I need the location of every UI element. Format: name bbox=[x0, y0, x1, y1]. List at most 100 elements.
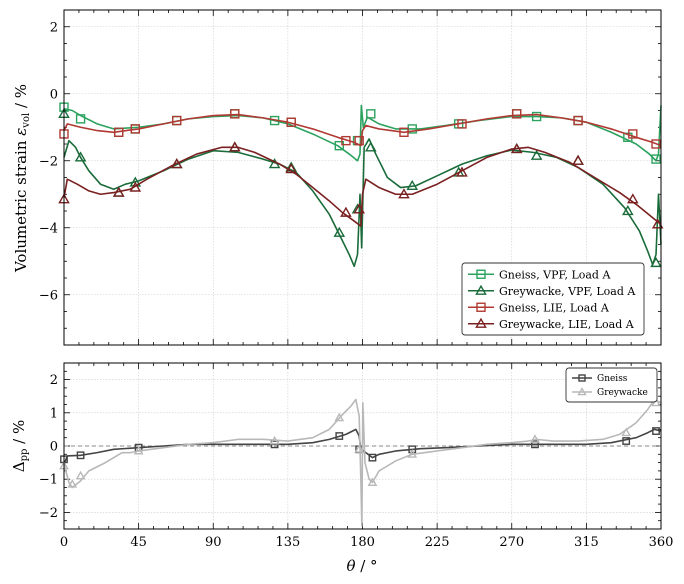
data-point bbox=[230, 109, 240, 119]
data-point bbox=[652, 427, 660, 435]
series-line bbox=[63, 138, 662, 268]
strain-ticks: −6 −4 −2 0 2 bbox=[39, 9, 662, 346]
legend-marker bbox=[476, 302, 486, 312]
data-point bbox=[334, 412, 345, 422]
data-point bbox=[398, 188, 410, 199]
legend-marker bbox=[475, 284, 487, 295]
data-point bbox=[75, 470, 86, 480]
legend-box bbox=[565, 367, 658, 403]
data-point bbox=[114, 127, 124, 137]
data-point bbox=[530, 434, 540, 443]
data-point bbox=[572, 154, 584, 165]
legend-label: Gneiss, VPF, Load A bbox=[499, 268, 611, 281]
data-point bbox=[172, 115, 182, 126]
data-point bbox=[651, 218, 664, 229]
data-point bbox=[622, 204, 634, 216]
y-tick-label: −2 bbox=[39, 506, 58, 521]
data-point bbox=[399, 127, 409, 137]
data-point bbox=[407, 449, 418, 458]
data-point bbox=[457, 119, 467, 129]
x-tick-label: 90 bbox=[205, 535, 222, 550]
data-point bbox=[456, 166, 468, 177]
data-point bbox=[628, 129, 638, 139]
data-point bbox=[367, 477, 378, 486]
legend-label: Gneiss bbox=[597, 374, 628, 384]
y-tick-label: 2 bbox=[50, 20, 58, 35]
y-tick-label: −6 bbox=[39, 288, 58, 303]
x-tick-label: 45 bbox=[130, 535, 147, 550]
data-point bbox=[353, 203, 365, 214]
data-point bbox=[112, 186, 125, 197]
y-tick-label: 1 bbox=[50, 406, 58, 421]
data-point bbox=[286, 117, 296, 127]
x-tick-label: 270 bbox=[499, 535, 524, 550]
data-point bbox=[130, 124, 141, 134]
x-tick-label: 225 bbox=[425, 535, 450, 550]
x-tick-label: 180 bbox=[350, 535, 375, 550]
legend-label: Greywacke, VPF, Load A bbox=[499, 285, 636, 298]
data-point bbox=[530, 149, 543, 160]
data-point bbox=[75, 114, 86, 124]
legend-label: Greywacke bbox=[597, 388, 648, 398]
data-point bbox=[333, 226, 346, 237]
data-point bbox=[651, 139, 661, 149]
legend-label: Greywacke, LIE, Load A bbox=[499, 318, 635, 331]
data-point bbox=[650, 256, 662, 268]
y-tick-label: 0 bbox=[50, 440, 58, 455]
data-point bbox=[354, 135, 364, 146]
legend-marker bbox=[475, 317, 487, 328]
legend-label: Gneiss, LIE, Load A bbox=[499, 301, 610, 314]
data-point bbox=[573, 115, 583, 126]
data-point bbox=[285, 163, 297, 174]
data-point bbox=[269, 435, 280, 445]
legend-box bbox=[461, 262, 645, 336]
y-tick-label: −1 bbox=[39, 473, 58, 488]
strain-axes-frame bbox=[63, 9, 662, 346]
data-point bbox=[229, 141, 241, 152]
data-point bbox=[133, 445, 144, 455]
y-tick-label: −4 bbox=[39, 221, 58, 236]
data-point bbox=[364, 141, 377, 152]
legend-marker bbox=[476, 269, 486, 279]
data-point bbox=[341, 135, 351, 146]
legend-marker bbox=[578, 374, 586, 382]
delta-legend: Gneiss Greywacke bbox=[565, 367, 658, 403]
data-point bbox=[408, 445, 417, 454]
data-point bbox=[621, 427, 632, 437]
data-point bbox=[627, 193, 639, 204]
data-point bbox=[368, 453, 377, 462]
strain-legend: Gneiss, VPF, Load A Greywacke, VPF, Load … bbox=[461, 262, 645, 336]
legend-marker bbox=[577, 387, 587, 396]
delta-ylabel: Δpp / % bbox=[10, 420, 30, 473]
data-point bbox=[335, 432, 344, 440]
data-point bbox=[531, 111, 542, 122]
data-point bbox=[512, 109, 522, 119]
data-point bbox=[76, 451, 85, 460]
data-point bbox=[74, 151, 87, 162]
data-point bbox=[334, 140, 344, 151]
x-tick-label: 135 bbox=[275, 535, 300, 550]
data-point bbox=[67, 479, 78, 488]
data-point bbox=[129, 181, 142, 192]
delta-series bbox=[59, 397, 662, 527]
delta-xlabel: θ / ° bbox=[346, 557, 377, 575]
data-point bbox=[622, 437, 631, 445]
y-tick-label: 0 bbox=[50, 87, 58, 102]
strain-series bbox=[58, 102, 664, 268]
data-point bbox=[340, 206, 352, 217]
delta-axes-frame bbox=[63, 362, 662, 530]
x-tick-label: 360 bbox=[649, 535, 674, 550]
y-tick-label: 2 bbox=[50, 373, 58, 388]
data-point bbox=[366, 109, 376, 119]
y-tick-label: −2 bbox=[39, 154, 58, 169]
data-point bbox=[406, 179, 419, 191]
x-tick-label: 315 bbox=[574, 535, 599, 550]
strain-ylabel: Volumetric strain εvol / % bbox=[12, 84, 32, 273]
series-line bbox=[63, 146, 662, 227]
data-point bbox=[651, 154, 661, 164]
data-point bbox=[354, 444, 365, 453]
series-line bbox=[63, 398, 662, 527]
x-tick-label: 0 bbox=[60, 535, 68, 550]
data-point bbox=[170, 158, 183, 169]
